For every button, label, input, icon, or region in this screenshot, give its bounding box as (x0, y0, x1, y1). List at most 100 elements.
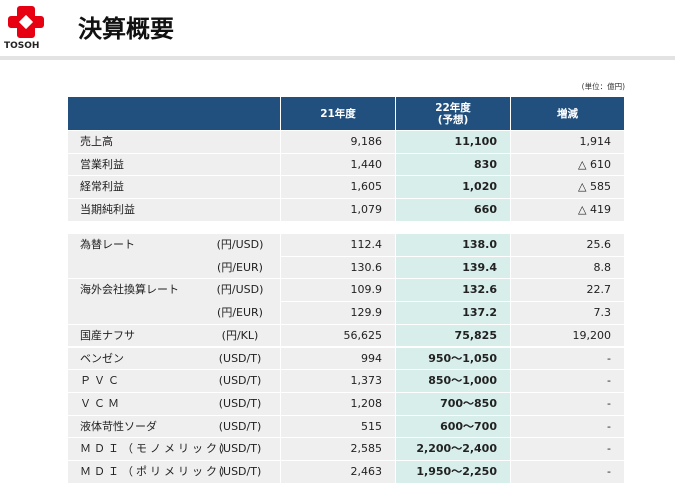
cell-bg (511, 347, 624, 370)
row-bg (68, 301, 280, 324)
row-unit: (円/EUR) (217, 306, 263, 320)
row-unit: (USD/T) (218, 351, 262, 365)
cell-bg (396, 415, 510, 438)
header-rule (0, 56, 675, 60)
column-header: 増減 (511, 97, 624, 130)
row-label: ＭＤＩ（ポリメリック） (80, 465, 234, 478)
value-cell: 850～1,000 (428, 374, 497, 388)
value-cell: - (607, 374, 611, 388)
cell-bg (281, 438, 395, 460)
cell-bg (396, 302, 510, 324)
value-cell: 994 (361, 351, 382, 365)
value-cell: 129.9 (350, 306, 383, 320)
row-label: ベンゼン (80, 351, 124, 365)
cell-bg (281, 199, 395, 221)
column-label: 22年度 (435, 101, 471, 114)
cell-bg (511, 131, 624, 153)
value-cell: 22.7 (586, 283, 612, 297)
value-cell: 1,914 (579, 135, 612, 148)
row-label: ＭＤＩ（モノメリック） (80, 442, 234, 456)
row-unit: (USD/T) (218, 442, 262, 456)
value-cell: 137.2 (462, 306, 497, 320)
value-cell: 1,373 (350, 374, 383, 388)
row-unit: (USD/T) (218, 396, 262, 410)
cell-bg (396, 234, 510, 256)
row-label: 海外会社換算レート (80, 283, 179, 297)
row-unit: (円/USD) (216, 238, 264, 251)
cell-bg (281, 461, 395, 483)
value-cell: 1,605 (350, 180, 383, 194)
value-cell: - (607, 465, 611, 478)
row-bg (68, 370, 280, 392)
cell-bg (511, 324, 624, 347)
row-bg (68, 438, 280, 460)
value-cell: 109.9 (350, 283, 383, 297)
row-unit: (円/USD) (216, 283, 264, 297)
header-cell (68, 97, 280, 130)
cell-bg (396, 461, 510, 483)
cell-bg (281, 279, 395, 302)
cell-bg (281, 153, 395, 176)
row-bg (68, 392, 280, 415)
value-cell: 830 (474, 157, 497, 171)
cell-bg (281, 234, 395, 256)
value-cell: 75,825 (454, 328, 497, 342)
cell-bg (281, 256, 395, 279)
cell-bg (511, 176, 624, 199)
row-unit: (USD/T) (218, 465, 262, 478)
value-cell: 950～1,050 (428, 351, 497, 365)
value-cell: 8.8 (593, 260, 612, 274)
value-cell: 7.3 (593, 306, 612, 320)
row-bg (68, 234, 280, 256)
row-label: ＰＶＣ (80, 374, 122, 388)
column-label: 21年度 (320, 107, 356, 120)
row-label: 為替レート (80, 238, 135, 251)
cell-bg (396, 438, 510, 460)
value-cell: 1,950～2,250 (416, 465, 497, 478)
logo-text: TOSOH (4, 41, 40, 51)
value-cell: 1,079 (350, 203, 383, 217)
row-bg (68, 153, 280, 176)
row-bg (68, 279, 280, 302)
column-label: 増減 (557, 107, 578, 120)
row-bg (68, 255, 280, 279)
column-header: 21年度 (281, 97, 395, 130)
row-unit: (USD/T) (218, 374, 262, 388)
value-cell: - (607, 396, 611, 410)
cell-bg (511, 392, 624, 415)
value-cell: 139.4 (462, 260, 497, 274)
value-cell: - (607, 419, 611, 433)
value-cell: △ 419 (578, 203, 611, 217)
cell-bg (281, 392, 395, 415)
value-cell: 1,020 (462, 180, 497, 194)
cell-bg (396, 392, 510, 415)
value-cell: 25.6 (586, 238, 612, 251)
value-cell: 1,208 (350, 396, 383, 410)
row-bg (68, 131, 280, 153)
value-cell: 700～850 (440, 396, 497, 410)
cell-bg (511, 438, 624, 460)
cell-bg (281, 415, 395, 438)
cell-bg (511, 234, 624, 256)
value-cell: - (607, 442, 611, 456)
value-cell: 660 (474, 203, 497, 217)
row-unit: (円/EUR) (217, 260, 263, 274)
row-label: 営業利益 (80, 157, 124, 171)
value-cell: 112.4 (350, 238, 383, 251)
cell-bg (511, 302, 624, 324)
cell-bg (281, 131, 395, 153)
value-cell: △ 610 (578, 157, 611, 171)
cell-bg (281, 347, 395, 370)
cell-bg (281, 176, 395, 199)
value-cell: 2,200～2,400 (416, 442, 497, 456)
cell-bg (511, 415, 624, 438)
row-bg (68, 347, 280, 370)
value-cell: - (607, 351, 611, 365)
row-bg (68, 415, 280, 438)
row-unit: (USD/T) (218, 419, 262, 433)
row-label: 液体苛性ソーダ (80, 419, 157, 433)
value-cell: △ 585 (578, 180, 611, 194)
row-bg (68, 199, 280, 221)
cell-bg (396, 256, 510, 279)
cell-bg (511, 199, 624, 221)
